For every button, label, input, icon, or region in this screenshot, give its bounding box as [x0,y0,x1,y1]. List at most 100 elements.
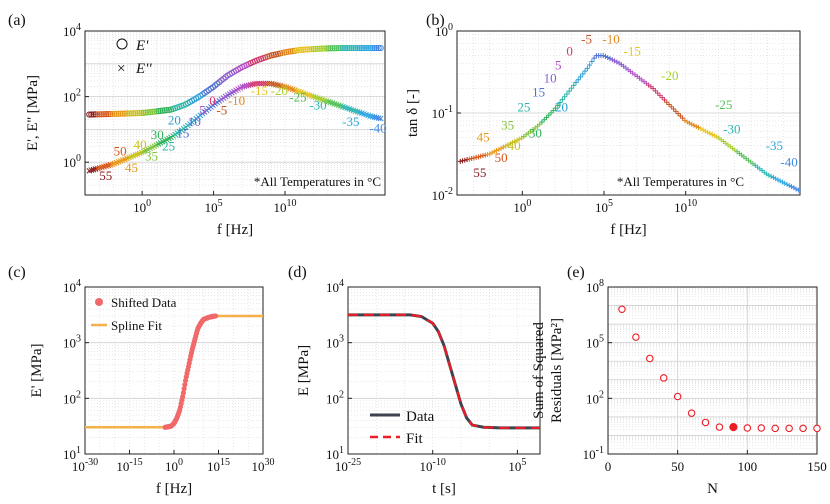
point-storage [316,45,324,52]
point-storage [310,45,317,53]
panel-label: (c) [8,264,26,281]
point-tan-delta [478,153,484,159]
panel-c: 101 102 103 104 10-30 10-15 100 1015 1030 Shifted… [8,264,275,497]
point-storage [161,107,168,114]
panel-e: 10-1 102 105 108 0 50 100 150 N Sum of Squared Res… [531,264,827,497]
point-tan-delta [496,146,502,152]
point-tan-delta [503,143,509,149]
point-storage [358,44,365,52]
temperature-label: 20 [555,99,568,114]
temperature-label: -40 [780,154,797,169]
point-tan-delta [605,54,611,60]
point-ssr [701,418,710,427]
point-ssr [799,424,807,433]
temperature-label: -15 [624,44,641,59]
point-tan-delta [464,157,470,163]
point-tan-delta [612,58,618,64]
y-tick-label: 104 [326,278,344,295]
panel-d: 101 102 103 104 10-25 10-10 105 Data Fit t [s] E [… [288,264,541,497]
x-tick-label: 105 [508,457,526,474]
temperature-label: -5 [581,31,592,46]
legend-label-storage: E' [135,38,149,54]
point-tan-delta [711,133,717,139]
point-storage [90,111,97,118]
point-loss [373,114,380,121]
point-storage [318,45,326,52]
point-storage [157,107,164,114]
temperature-label: -35 [766,138,783,153]
point-tan-delta [652,88,658,94]
legend-label-shifted: Shifted Data [111,295,177,310]
point-loss [268,80,275,87]
point-ssr [813,424,821,433]
point-tan-delta [602,53,608,59]
temperature-label: -5 [216,103,227,118]
point-tan-delta [696,125,702,131]
point-loss [275,82,281,89]
temperature-label: 30 [529,126,542,141]
point-tan-delta [568,85,574,91]
point-ssr [646,354,654,363]
point-storage [102,111,110,118]
point-tan-delta [659,95,665,101]
point-ssr-selected [729,422,738,432]
point-tan-delta [784,181,790,187]
point-tan-delta [709,131,715,137]
y-tick-label: 102 [63,389,81,406]
point-tan-delta [650,86,656,92]
point-tan-delta [482,152,488,158]
temperature-label: 35 [145,149,158,164]
point-tan-delta [609,57,615,63]
y-axis-label: E', E'' [MPa] [25,75,41,151]
point-storage [337,44,344,52]
point-storage [151,108,158,115]
temperature-label: 25 [162,139,175,154]
point-storage [369,44,376,52]
point-ssr [743,424,752,432]
point-tan-delta [587,62,593,68]
temperature-label: 10 [188,114,201,129]
point-tan-delta [575,77,581,83]
grid [84,286,264,455]
point-storage [111,110,118,118]
point-storage [142,109,149,116]
point-storage [312,45,319,53]
point-loss [277,82,283,89]
x-axis-label: f [Hz] [156,481,192,497]
point-tan-delta [573,80,579,86]
point-loss [371,114,378,120]
y-tick-label: 10-1 [583,445,604,462]
series-storage-modulus [86,44,384,118]
point-tan-delta [466,156,472,162]
point-storage [138,109,145,117]
point-tan-delta [543,114,549,120]
point-tan-delta [591,55,597,61]
point-storage [92,111,99,118]
point-tan-delta [514,137,520,143]
point-ssr [785,424,793,433]
temperature-label: 25 [517,99,530,114]
point-tan-delta [480,153,486,159]
point-storage [371,44,378,52]
point-tan-delta [557,99,563,105]
temperature-label: 20 [168,112,181,127]
point-storage [297,46,305,54]
point-shifted [180,390,186,396]
point-tan-delta [691,122,697,128]
point-tan-delta [555,102,561,108]
y-tick-label: 101 [63,445,81,462]
point-ssr [632,333,640,341]
point-tan-delta [775,177,781,183]
y-tick-label: 10-2 [432,186,453,203]
annotation: *All Temperatures in °C [254,174,381,189]
y-tick-label: 102 [586,389,604,406]
panel-label: (d) [288,264,307,281]
temperature-label: -10 [228,93,245,108]
point-tan-delta [489,150,495,156]
point-storage [331,45,338,52]
y-tick-label: 104 [63,278,81,295]
point-storage [126,110,133,117]
point-tan-delta [766,172,772,178]
point-storage [140,109,147,116]
